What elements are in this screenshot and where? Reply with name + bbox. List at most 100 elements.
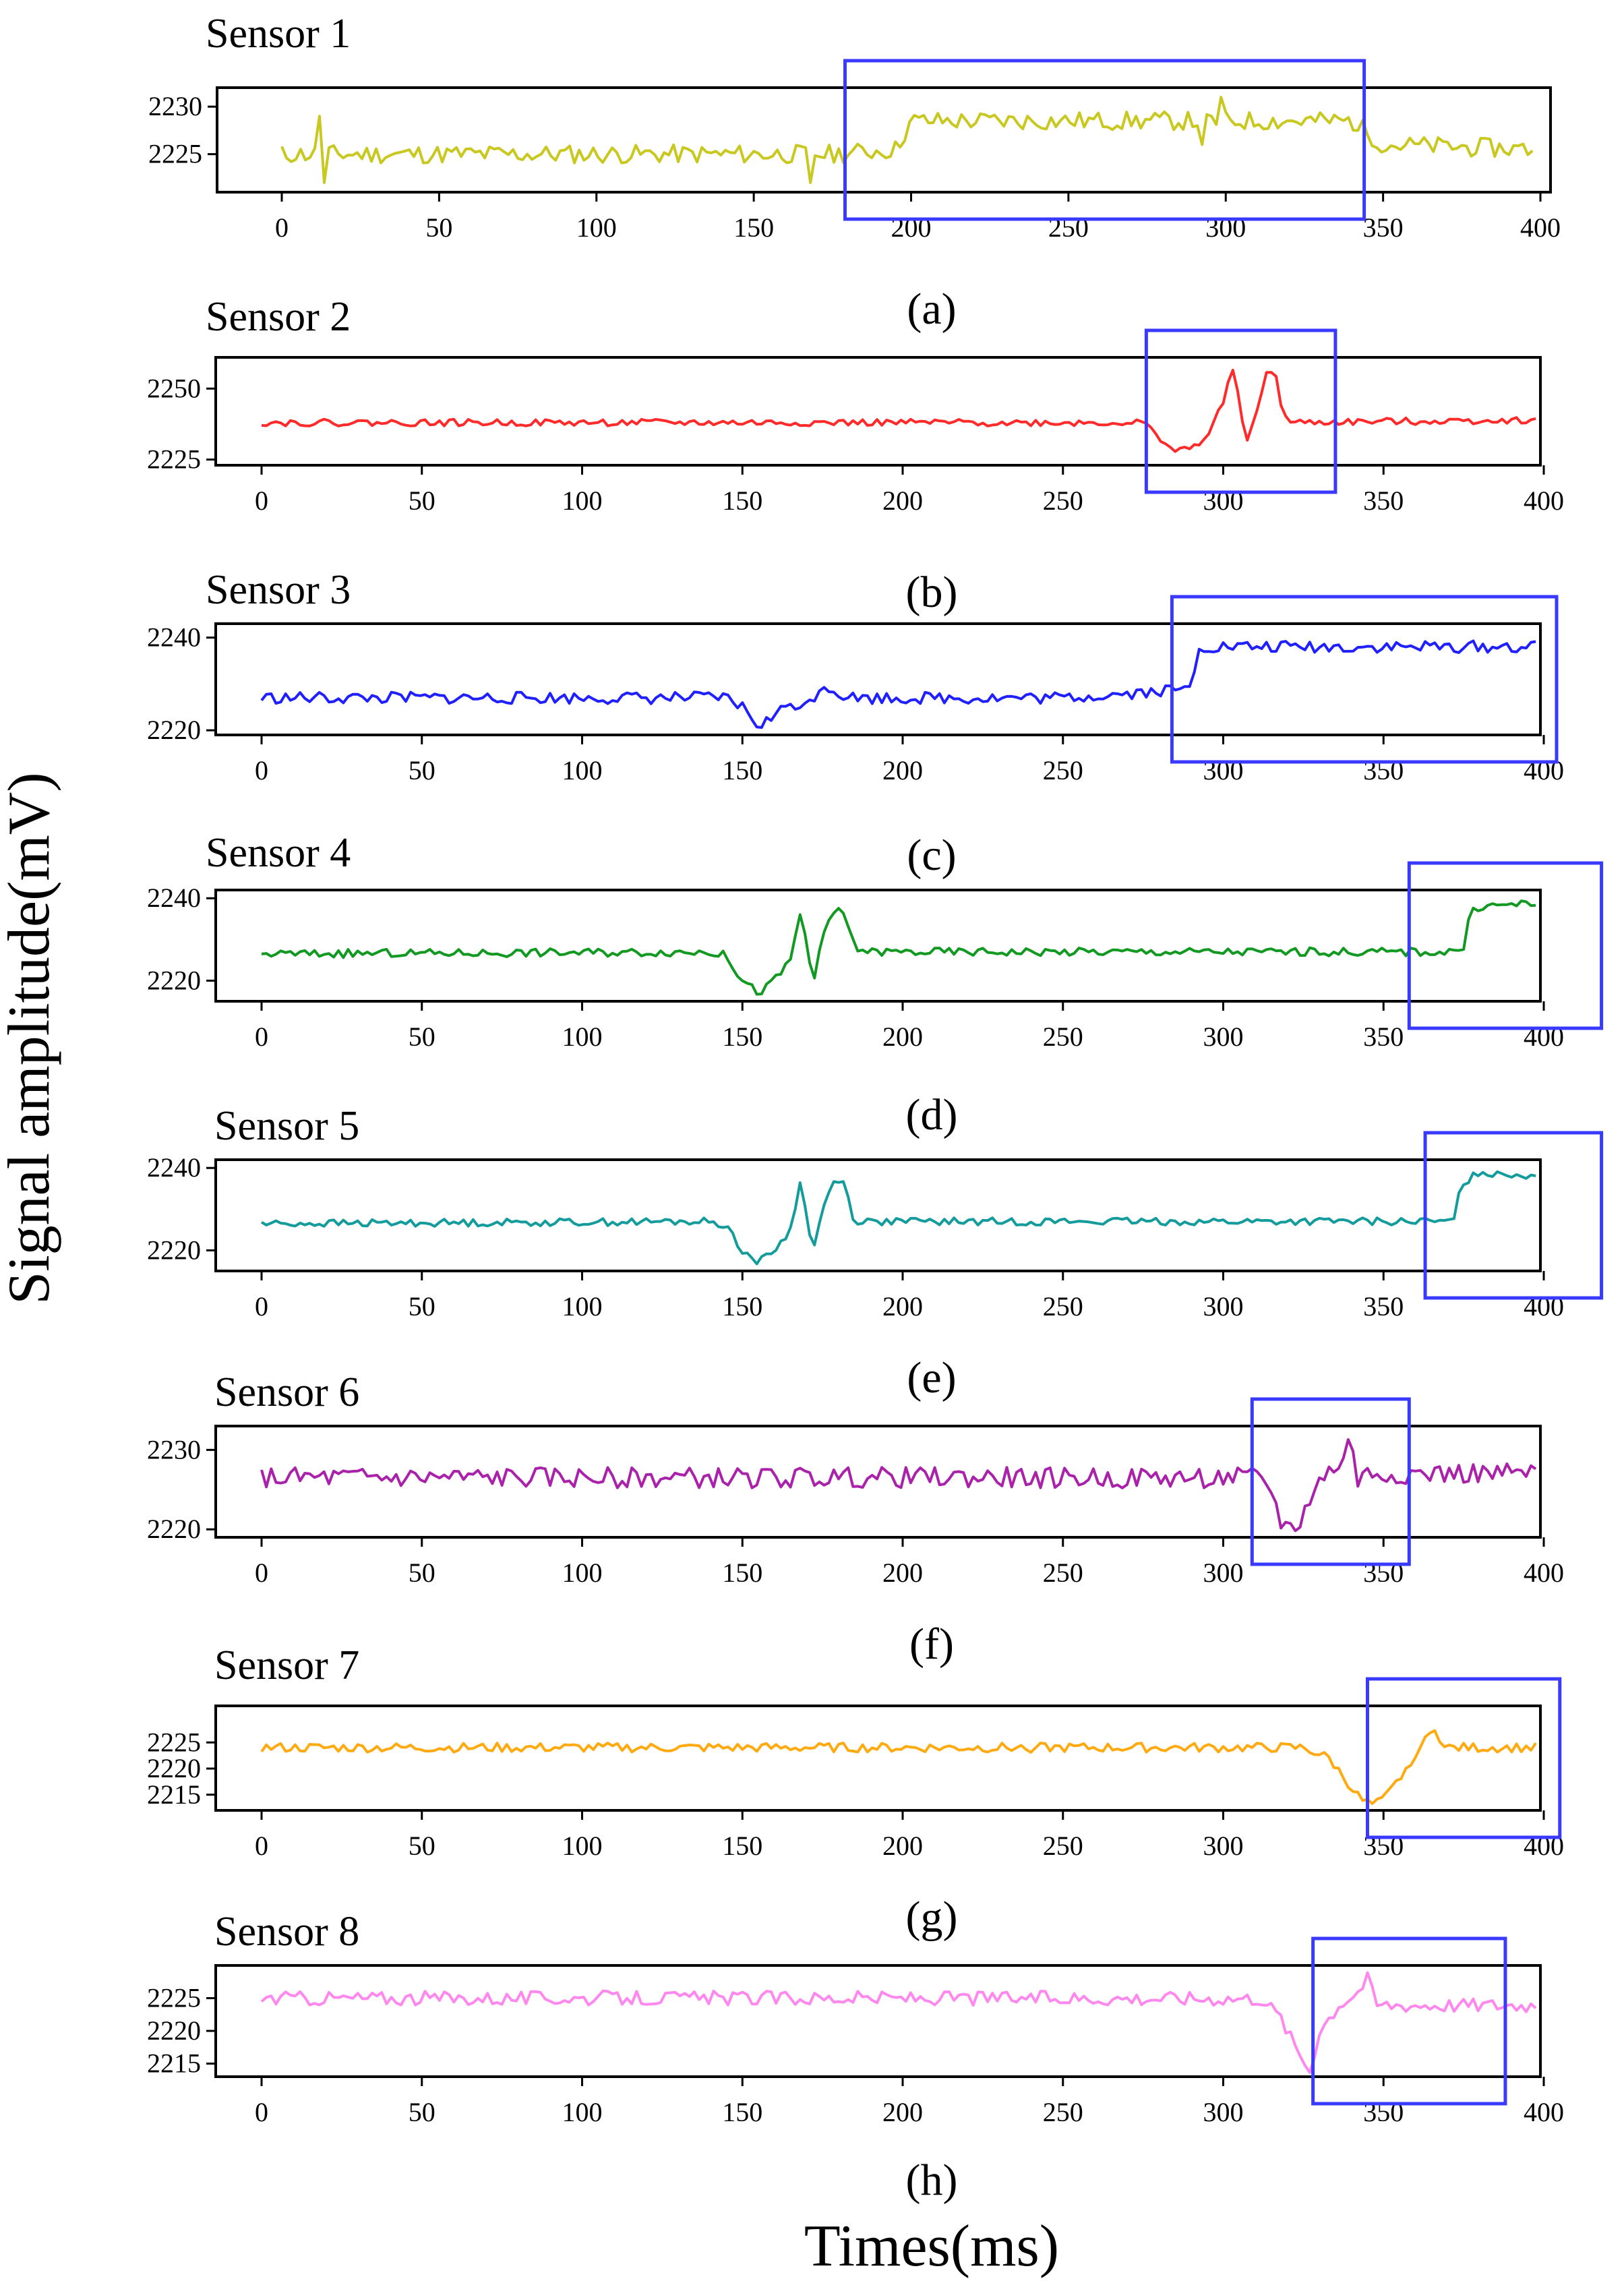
x-tick-label: 100 [562, 1558, 603, 1588]
x-tick-label: 50 [409, 1021, 435, 1052]
x-tick-label: 200 [882, 1021, 923, 1052]
x-tick-label: 350 [1363, 212, 1404, 243]
x-tick-label: 300 [1205, 212, 1246, 243]
x-tick-label: 350 [1363, 1291, 1404, 1322]
x-tick-label: 350 [1363, 1831, 1404, 1861]
x-tick-label: 300 [1203, 1021, 1244, 1052]
sensor-panel-5: Sensor 5 2220 2240 0 50 100 150 200 250 300 350 400… [147, 1103, 1604, 1402]
x-tick-label: 250 [1043, 1021, 1083, 1052]
highlight-box [1407, 861, 1604, 1030]
x-tick-label: 250 [1043, 1558, 1083, 1588]
series-line [260, 639, 1536, 729]
x-tick-label: 250 [1043, 485, 1083, 516]
x-tick-label: 0 [255, 1021, 268, 1052]
x-tick-label: 0 [255, 485, 268, 516]
highlight-box [1144, 328, 1337, 494]
panel-title: Sensor 6 [214, 1369, 359, 1415]
x-tick-label: 50 [409, 485, 435, 516]
x-tick-label: 400 [1520, 212, 1561, 243]
x-tick-label: 100 [562, 1831, 603, 1861]
x-tick-label: 300 [1203, 1558, 1244, 1588]
x-tick-label: 100 [562, 485, 603, 516]
x-tick-label: 400 [1524, 1558, 1564, 1588]
axes-frame [216, 86, 1552, 194]
x-tick-label: 100 [562, 755, 603, 786]
x-tick-label: 250 [1043, 1831, 1083, 1861]
series-line [261, 899, 1536, 996]
panel-sublabel: (a) [907, 285, 956, 334]
y-tick-label: 2215 [147, 1779, 201, 1810]
x-tick-label: 250 [1043, 1291, 1083, 1322]
sensor-panel-4: Sensor 4 2220 2240 0 50 100 150 200 250 300 350 400… [147, 830, 1604, 1139]
panel-title: Sensor 2 [206, 294, 351, 340]
y-tick-label: 2240 [147, 1152, 201, 1183]
x-tick-label: 300 [1203, 485, 1244, 516]
x-tick-label: 0 [275, 212, 289, 243]
x-tick-label: 50 [409, 1558, 435, 1588]
x-tick-label: 150 [733, 212, 774, 243]
highlight-box [1423, 1131, 1604, 1300]
x-tick-label: 300 [1203, 755, 1244, 786]
x-tick-label: 200 [882, 1558, 923, 1588]
panel-title: Sensor 5 [214, 1103, 359, 1149]
x-tick-label: 300 [1203, 2097, 1244, 2127]
axes-frame [214, 889, 1542, 1003]
panel-sublabel: (g) [906, 1893, 958, 1942]
x-tick-label: 0 [255, 1558, 268, 1588]
panel-title: Sensor 4 [206, 830, 351, 876]
highlight-box [843, 59, 1366, 221]
x-tick-label: 250 [1043, 2097, 1083, 2127]
y-tick-label: 2215 [147, 2048, 201, 2079]
y-tick-label: 2225 [147, 1727, 201, 1757]
y-tick-label: 2220 [147, 2015, 201, 2046]
x-tick-label: 150 [722, 485, 762, 516]
x-tick-label: 150 [722, 1831, 762, 1861]
x-axis-title: Times(ms) [804, 2214, 1059, 2279]
x-tick-label: 200 [891, 212, 932, 243]
x-tick-label: 400 [1524, 1291, 1564, 1322]
y-tick-label: 2220 [147, 965, 201, 995]
x-tick-label: 350 [1363, 1558, 1404, 1588]
axes-frame [214, 1425, 1542, 1539]
x-tick-label: 200 [882, 755, 923, 786]
y-tick-label: 2230 [148, 91, 202, 121]
y-tick-label: 2225 [148, 139, 202, 169]
x-tick-label: 300 [1203, 1291, 1244, 1322]
panel-sublabel: (h) [906, 2156, 958, 2205]
x-tick-label: 250 [1048, 212, 1089, 243]
highlight-box [1365, 1677, 1562, 1839]
panel-title: Sensor 1 [206, 11, 351, 57]
x-tick-label: 400 [1524, 485, 1564, 516]
x-tick-label: 200 [882, 1831, 923, 1861]
series-line [260, 1971, 1537, 2074]
series-line [260, 1438, 1537, 1533]
axes-frame [214, 622, 1542, 736]
panel-sublabel: (f) [909, 1620, 954, 1669]
y-tick-label: 2225 [147, 444, 201, 475]
highlight-box [1170, 595, 1559, 764]
x-tick-label: 50 [409, 755, 435, 786]
axes-frame [214, 1705, 1542, 1812]
sensor-panel-2: Sensor 2 2225 2250 0 50 100 150 200 250 300 350 400… [147, 294, 1564, 617]
y-tick-label: 2220 [147, 715, 201, 745]
x-tick-label: 100 [562, 2097, 603, 2127]
panels-group: Sensor 1 2225 2230 0 50 100 150 200 250 300 350 400… [147, 11, 1604, 2205]
panel-sublabel: (b) [906, 568, 958, 617]
x-tick-label: 50 [409, 1831, 435, 1861]
highlight-box [1311, 1936, 1507, 2106]
x-tick-label: 400 [1524, 1831, 1564, 1861]
y-tick-label: 2220 [147, 1235, 201, 1265]
sensor-panel-1: Sensor 1 2225 2230 0 50 100 150 200 250 300 350 400… [148, 11, 1561, 334]
y-tick-label: 2220 [147, 1514, 201, 1544]
x-tick-label: 250 [1043, 755, 1083, 786]
x-tick-label: 100 [562, 1021, 603, 1052]
x-tick-label: 50 [409, 2097, 435, 2127]
series-line [260, 1170, 1536, 1266]
x-tick-label: 400 [1524, 2097, 1564, 2127]
y-axis-title: Signal amplitude(mV) [0, 772, 62, 1304]
y-tick-label: 2250 [147, 373, 201, 403]
axes-frame [214, 1964, 1542, 2078]
panel-sublabel: (d) [906, 1090, 958, 1139]
x-tick-label: 150 [722, 2097, 762, 2127]
